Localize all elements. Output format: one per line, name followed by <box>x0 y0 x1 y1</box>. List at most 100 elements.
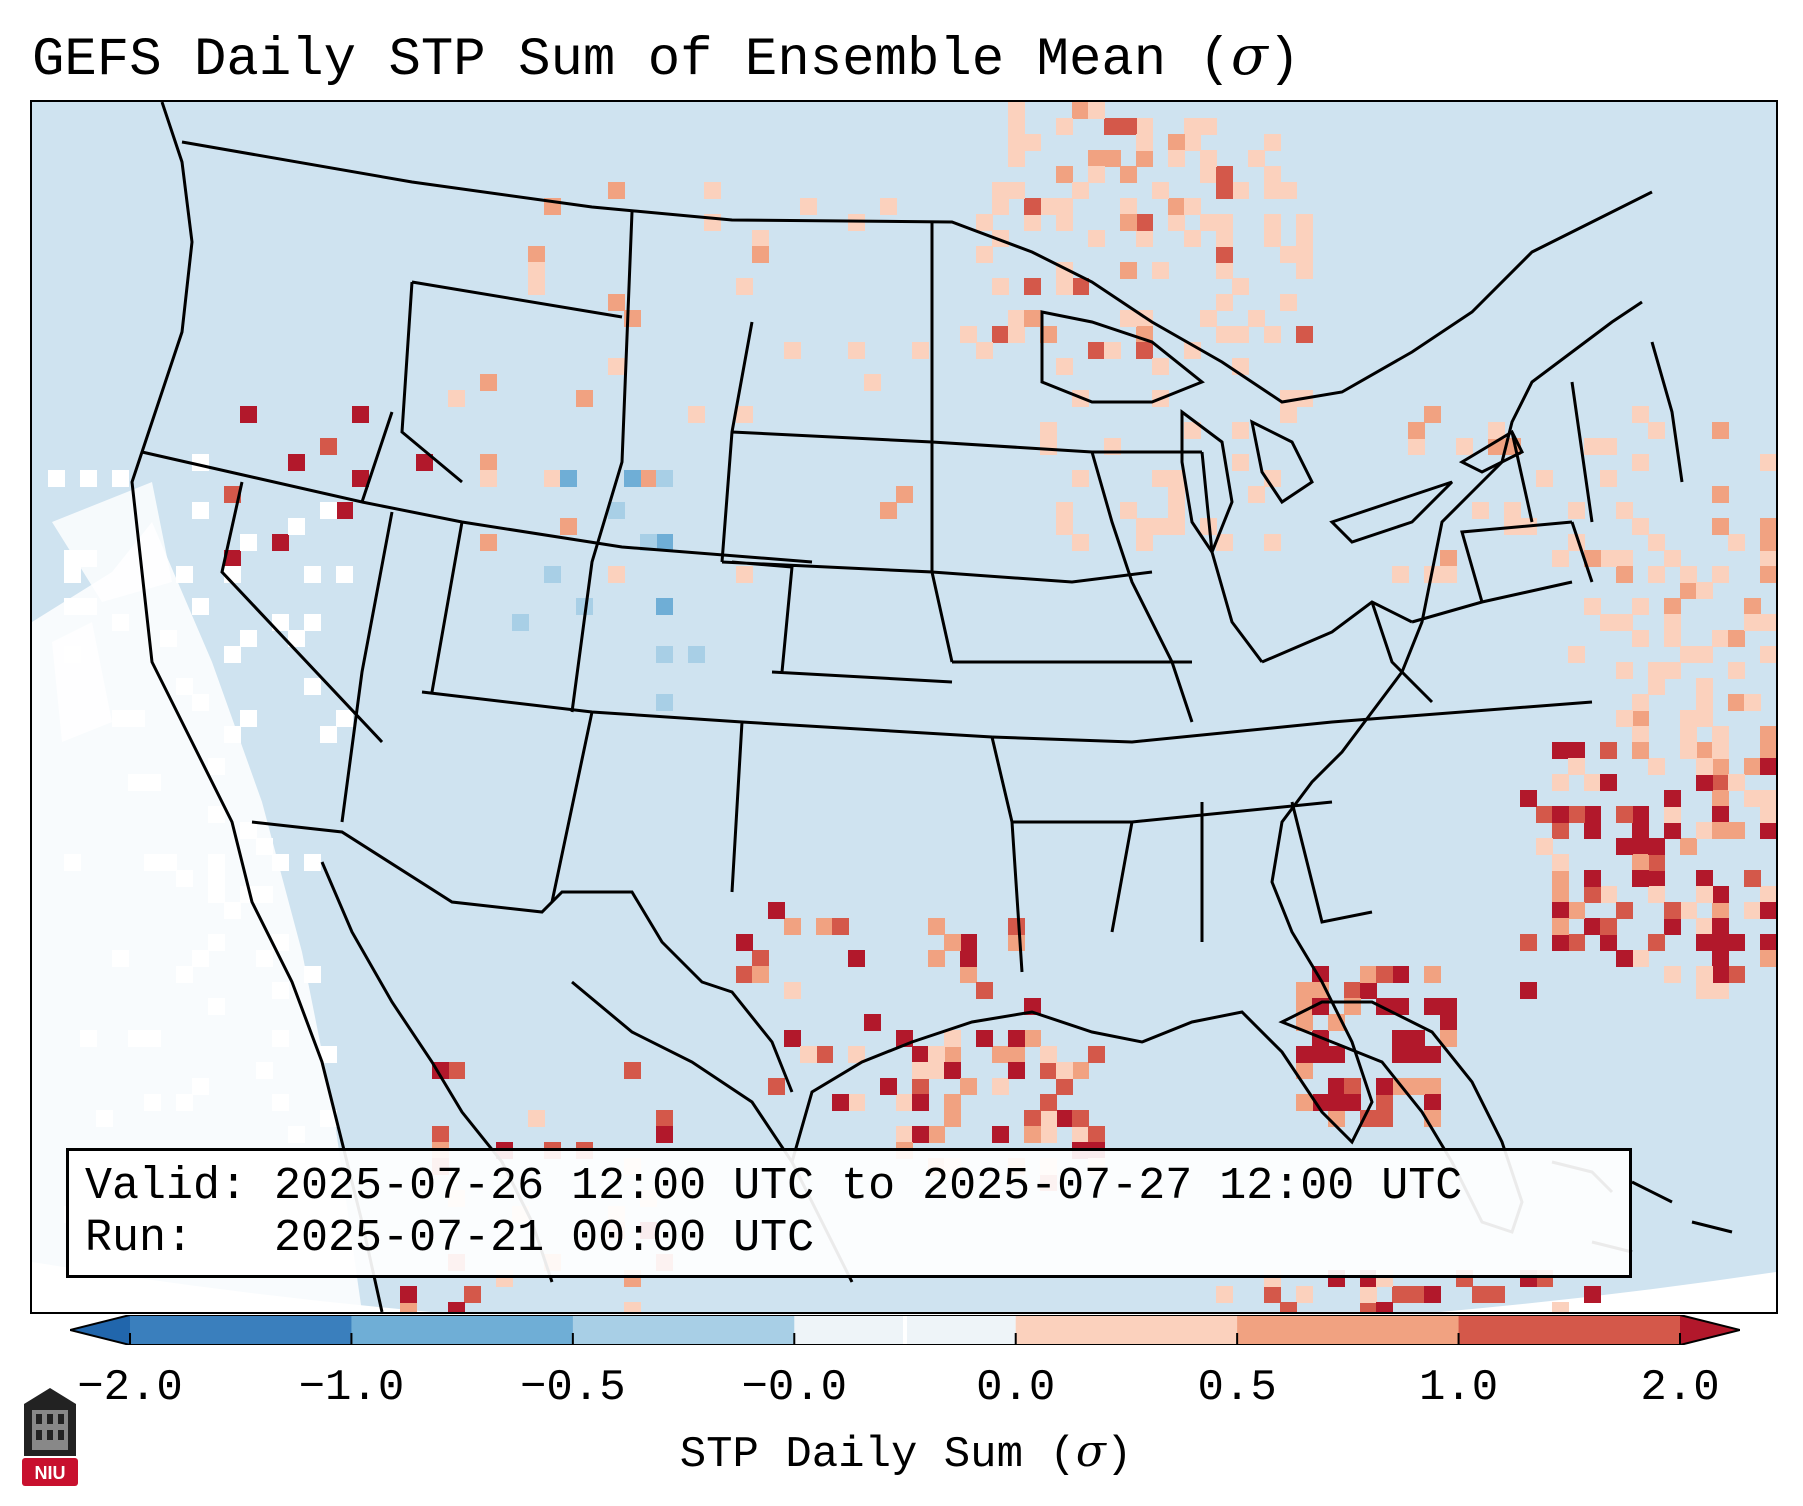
stp-cell <box>1440 566 1457 583</box>
stp-cell <box>1712 902 1729 919</box>
stp-cell <box>1440 1030 1457 1047</box>
stp-cell <box>352 470 369 487</box>
stp-cell <box>448 1302 465 1312</box>
stp-cell <box>1696 982 1713 999</box>
stp-cell-near-zero <box>128 710 145 727</box>
stp-cell <box>1648 534 1665 551</box>
stp-cell <box>1696 694 1713 711</box>
stp-cell <box>1536 806 1553 823</box>
stp-cell-near-zero <box>240 822 257 839</box>
stp-cell <box>1712 486 1729 503</box>
stp-cell <box>1008 150 1025 167</box>
stp-cell <box>960 934 977 951</box>
stp-cell-near-zero <box>144 854 161 871</box>
stp-cell <box>1712 726 1729 743</box>
stp-cell <box>1344 982 1361 999</box>
stp-cell <box>656 534 673 551</box>
stp-cell <box>576 390 593 407</box>
stp-cell <box>1616 614 1633 631</box>
stp-cell <box>1056 502 1073 519</box>
stp-cell <box>1552 918 1569 935</box>
stp-cell <box>960 950 977 967</box>
stp-cell <box>960 326 977 343</box>
stp-cell-near-zero <box>240 630 257 647</box>
stp-cell <box>1648 662 1665 679</box>
stp-cell <box>1600 742 1617 759</box>
stp-cell <box>1760 614 1776 631</box>
stp-cell <box>1696 646 1713 663</box>
stp-cell <box>1424 966 1441 983</box>
stp-cell <box>1472 502 1489 519</box>
stp-cell <box>976 342 993 359</box>
stp-cell <box>1200 310 1217 327</box>
stp-cell <box>1120 118 1137 135</box>
stp-cell <box>1296 214 1313 231</box>
stp-cell-near-zero <box>176 1094 193 1111</box>
stp-cell <box>1008 326 1025 343</box>
stp-cell <box>1648 838 1665 855</box>
stp-cell <box>1136 150 1153 167</box>
stp-cell <box>1024 310 1041 327</box>
stp-cell <box>1280 294 1297 311</box>
stp-cell <box>1616 710 1633 727</box>
stp-cell <box>1744 614 1761 631</box>
stp-cell <box>880 1078 897 1095</box>
stp-cell-near-zero <box>288 630 305 647</box>
stp-cell <box>1216 230 1233 247</box>
stp-cell <box>1568 902 1585 919</box>
stp-cell-near-zero <box>192 1078 209 1095</box>
stp-cell <box>976 246 993 263</box>
logo-text: NIU <box>35 1463 66 1483</box>
stp-cell <box>1728 534 1745 551</box>
stp-cell <box>1600 614 1617 631</box>
stp-cell <box>1488 1286 1505 1303</box>
colorbar-label-sigma: σ <box>1075 1426 1106 1477</box>
stp-cell <box>1328 1078 1345 1095</box>
stp-cell <box>1760 646 1776 663</box>
stp-cell <box>816 1046 833 1063</box>
stp-cell <box>896 486 913 503</box>
stp-cell <box>480 534 497 551</box>
stp-cell-near-zero <box>304 566 321 583</box>
stp-cell <box>1632 598 1649 615</box>
stp-cell <box>1216 214 1233 231</box>
stp-cell <box>1552 870 1569 887</box>
stp-cell <box>1408 1030 1425 1047</box>
stp-cell <box>1520 934 1537 951</box>
stp-cell <box>1216 326 1233 343</box>
stp-cell <box>1680 566 1697 583</box>
run-value: 2025-07-21 00:00 UTC <box>274 1213 815 1264</box>
stp-cell <box>1648 678 1665 695</box>
stp-cell <box>1216 182 1233 199</box>
colorbar-label-text: STP Daily Sum ( <box>679 1430 1076 1480</box>
stp-cell <box>976 982 993 999</box>
stp-cell <box>1056 166 1073 183</box>
stp-cell <box>1248 310 1265 327</box>
stp-cell <box>1632 838 1649 855</box>
stp-cell <box>1632 870 1649 887</box>
west-coastline <box>130 102 384 1312</box>
stp-cell <box>1184 134 1201 151</box>
stp-cell <box>1168 518 1185 535</box>
stp-cell <box>1664 918 1681 935</box>
stp-cell <box>1088 230 1105 247</box>
stp-cell <box>992 182 1009 199</box>
stp-cell <box>352 406 369 423</box>
stp-cell <box>768 1078 785 1095</box>
stp-cell <box>1360 966 1377 983</box>
stp-cell <box>912 1094 929 1111</box>
stp-cell <box>1712 950 1729 967</box>
stp-cell <box>1232 422 1249 439</box>
stp-cell <box>656 598 673 615</box>
stp-cell <box>1632 950 1649 967</box>
stp-cell <box>1648 886 1665 903</box>
stp-cell <box>1584 918 1601 935</box>
stp-cell <box>1248 150 1265 167</box>
stp-cell <box>1712 934 1729 951</box>
stp-cell <box>928 950 945 967</box>
stp-cell <box>1712 566 1729 583</box>
stp-cell <box>1760 902 1776 919</box>
stp-cell <box>1712 758 1729 775</box>
stp-cell <box>1168 470 1185 487</box>
stp-cell-near-zero <box>320 502 337 519</box>
